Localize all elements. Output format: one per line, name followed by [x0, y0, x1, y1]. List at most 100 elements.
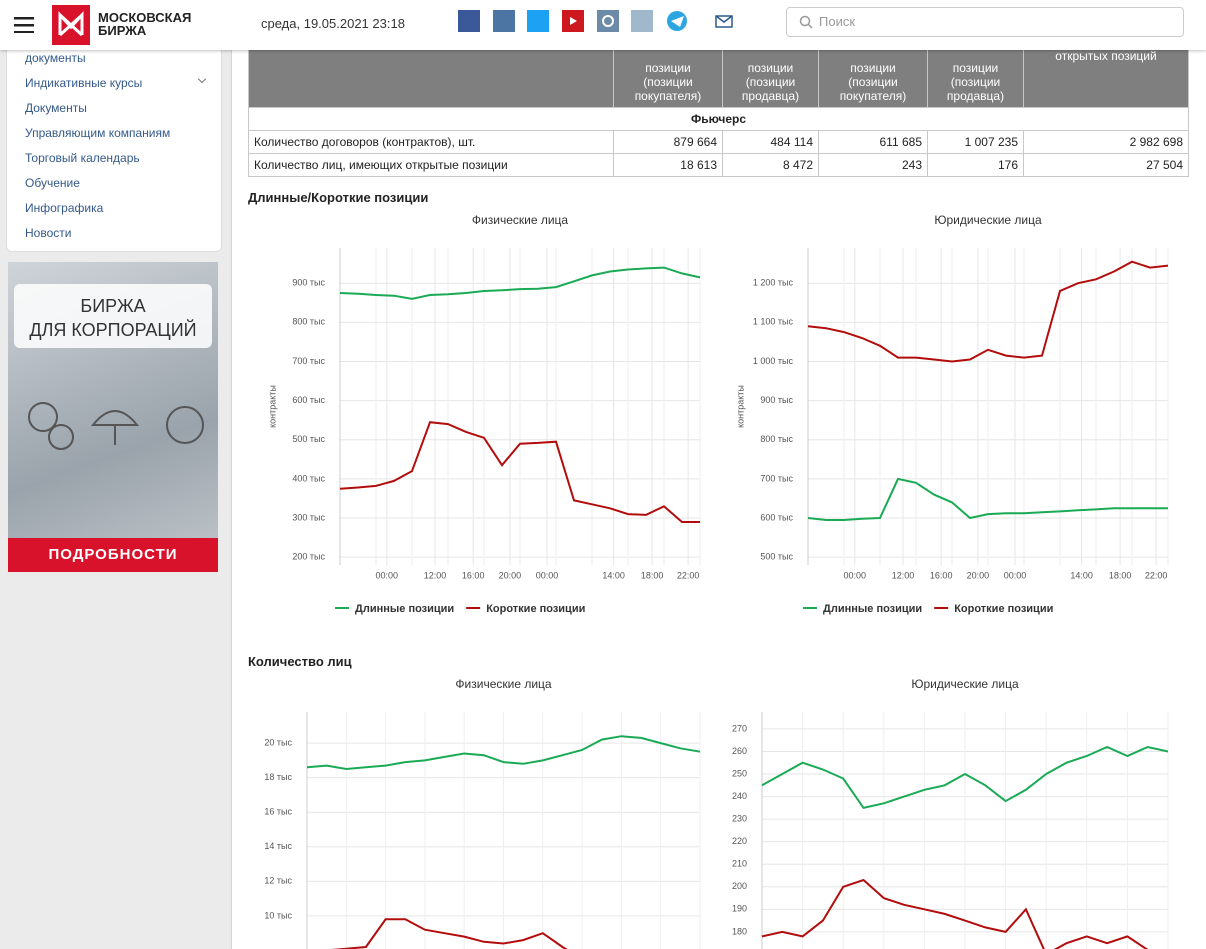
menu-item[interactable]: Управляющим компаниям	[25, 126, 171, 140]
y-tick-label: 600 тыс	[292, 395, 325, 405]
y-tick-label: 16 тыс	[264, 807, 292, 817]
legend-label[interactable]: Длинные позиции	[823, 603, 922, 615]
section-title: Длинные/Короткие позиции	[248, 190, 429, 205]
sidebar: документы Индикативные курсы Документы Упра…	[0, 0, 232, 949]
y-tick-label: 230	[732, 814, 747, 824]
header-text: (позиции	[950, 75, 1001, 89]
cell: 27 504	[1023, 153, 1189, 177]
legend-label[interactable]: Длинные позиции	[355, 603, 454, 615]
header: МОСКОВСКАЯ БИРЖА среда, 19.05.2021 23:18 …	[0, 0, 1206, 50]
cell: 484 114	[722, 130, 819, 154]
legend-label[interactable]: Короткие позиции	[954, 603, 1053, 615]
x-tick-label: 12:00	[424, 570, 447, 580]
x-tick-label: 12:00	[892, 570, 915, 580]
y-tick-label: 700 тыс	[760, 473, 793, 483]
y-tick-label: 20 тыс	[264, 737, 292, 747]
header-cell: позиции (позиции покупателя)	[613, 40, 723, 108]
menu-item[interactable]: Индикативные курсы	[25, 76, 143, 90]
row: Количество лиц, имеющих открытые позиции…	[248, 153, 1189, 177]
logo-line: БИРЖА	[98, 23, 147, 38]
logo-text[interactable]: МОСКОВСКАЯ БИРЖА	[98, 11, 191, 37]
menu-item[interactable]: Инфографика	[25, 201, 104, 215]
y-tick-label: 600 тыс	[760, 512, 793, 522]
y-tick-label: 900 тыс	[292, 278, 325, 288]
header-row: позиции (позиции покупателя) позиции (позици…	[248, 40, 1189, 108]
cell: 879 664	[613, 130, 723, 154]
series-line	[331, 918, 568, 949]
x-tick-label: 00:00	[536, 570, 559, 580]
search-box[interactable]: Поиск	[786, 7, 1184, 37]
header-text: продавца)	[741, 89, 800, 103]
banner-button[interactable]: ПОДРОБНОСТИ	[8, 538, 218, 572]
header-text: позиции	[850, 61, 896, 75]
cell: 243	[818, 153, 928, 177]
search-icon	[799, 15, 813, 29]
banner-panel	[14, 284, 212, 348]
header-text: (позиции	[848, 75, 898, 89]
chart-title: Физические лица	[455, 677, 551, 691]
header-text: продавца)	[946, 89, 1005, 103]
header-text: позиции	[747, 61, 794, 75]
x-tick-label: 14:00	[1070, 570, 1093, 580]
y-tick-label: 700 тыс	[292, 356, 325, 366]
y-tick-label: 190	[732, 904, 747, 914]
y-tick-label: 1 200 тыс	[753, 278, 794, 288]
y-tick-label: 500 тыс	[760, 552, 793, 562]
cell: Количество лиц, имеющих открытые позиции	[248, 153, 614, 177]
x-tick-label: 16:00	[462, 570, 485, 580]
social-icons	[458, 10, 733, 32]
y-tick-label: 10 тыс	[264, 910, 292, 920]
menu-item[interactable]: Новости	[25, 226, 72, 240]
y-tick-label: 400 тыс	[292, 473, 325, 483]
x-tick-label: 00:00	[1004, 570, 1027, 580]
vk[interactable]	[493, 10, 515, 32]
facebook[interactable]	[458, 10, 480, 32]
menu-icon[interactable]	[14, 17, 34, 33]
series-line	[761, 878, 1149, 949]
menu-item[interactable]: документы	[25, 51, 86, 65]
cell: 18 613	[613, 153, 723, 177]
menu-item[interactable]: Обучение	[25, 176, 80, 190]
banner-line: БИРЖА	[80, 296, 146, 316]
x-tick-label: 14:00	[602, 570, 625, 580]
chart: Юридические лица 180 190 200 210 220 230 240 250…	[732, 677, 1169, 949]
series-line	[339, 421, 700, 523]
section-cell: Фьючерс	[248, 107, 1189, 131]
mail[interactable]	[715, 15, 733, 28]
header-text: покупателя)	[634, 89, 702, 103]
section-row: Фьючерс	[248, 107, 1189, 131]
y-tick-label: 210	[732, 859, 747, 869]
y-tick-label: 300 тыс	[292, 512, 325, 522]
banner[interactable]: БИРЖА ДЛЯ КОРПОРАЦИЙ ПОДРОБНОСТИ	[8, 262, 218, 572]
header-text: открытых позиций	[1055, 49, 1157, 63]
section-title: Количество лиц	[248, 654, 352, 669]
datetime: среда, 19.05.2021 23:18	[261, 16, 405, 31]
cell: 611 685	[818, 130, 928, 154]
search-placeholder: Поиск	[819, 14, 856, 29]
x-tick-label: 00:00	[376, 570, 399, 580]
cell: 2 982 698	[1023, 130, 1189, 154]
y-tick-label: 1 100 тыс	[753, 317, 794, 327]
y-tick-label: 270	[732, 723, 747, 733]
menu: документы Индикативные курсы Документы Упра…	[6, 30, 222, 252]
header-text: позиции	[952, 61, 999, 75]
chart-title: Юридические лица	[934, 213, 1042, 227]
y-axis-label: контракты	[735, 385, 745, 428]
logo-mark[interactable]	[52, 5, 90, 45]
h-icon[interactable]	[631, 10, 653, 32]
menu-item[interactable]: Документы	[25, 101, 87, 115]
twitter[interactable]	[527, 10, 549, 32]
chart-title: Юридические лица	[911, 677, 1019, 691]
instagram[interactable]	[597, 10, 619, 32]
header-text: (позиции	[745, 75, 796, 89]
x-tick-label: 16:00	[930, 570, 953, 580]
x-tick-label: 00:00	[844, 570, 867, 580]
header-cell	[248, 40, 614, 108]
banner-icons	[28, 402, 204, 450]
cell: Количество договоров (контрактов), шт.	[248, 130, 614, 154]
banner-line: ДЛЯ КОРПОРАЦИЙ	[29, 320, 197, 340]
y-tick-label: 200	[732, 881, 747, 891]
menu-item[interactable]: Торговый календарь	[25, 151, 140, 165]
y-tick-label: 18 тыс	[264, 772, 292, 782]
legend-label[interactable]: Короткие позиции	[486, 603, 585, 615]
